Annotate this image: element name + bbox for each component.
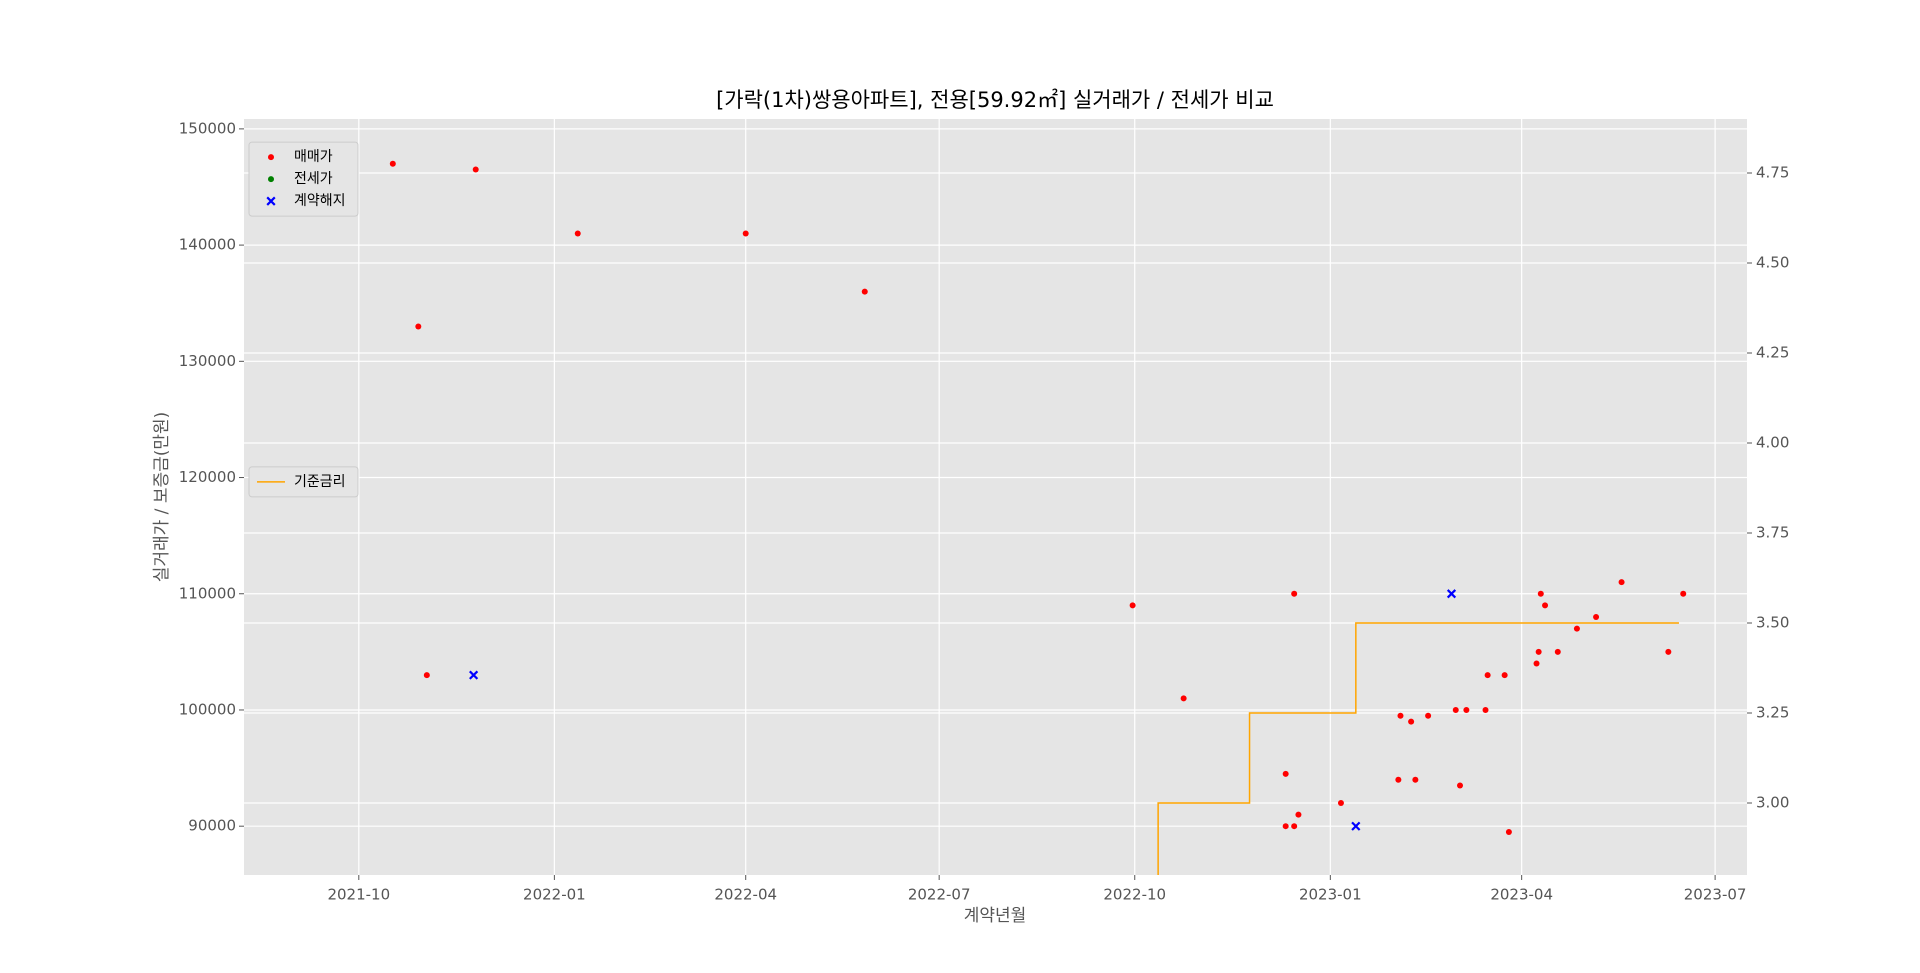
y-tick-label: 110000 — [179, 584, 236, 602]
dot — [1337, 799, 1344, 806]
x-tick-label: 2021-10 — [327, 886, 390, 904]
dot — [1680, 590, 1687, 597]
x-marker — [469, 670, 479, 680]
dot — [1408, 718, 1415, 725]
dot — [742, 230, 749, 237]
x-marker — [266, 196, 276, 206]
x-marker — [1446, 589, 1457, 599]
y2-tick-label: 3.50 — [1756, 614, 1789, 632]
dot — [268, 176, 274, 183]
dot — [1291, 590, 1298, 597]
dot — [1397, 712, 1404, 719]
dot — [415, 323, 422, 330]
legend-box — [248, 141, 359, 217]
dot — [1425, 712, 1432, 719]
legend-label: 전세가 — [294, 171, 333, 187]
dot — [1282, 770, 1289, 777]
chart-title: [가락(1차)쌍용아파트], 전용[59.92㎡] 실거래가 / 전세가 비교 — [716, 88, 1274, 112]
dot — [1618, 579, 1625, 586]
step-line — [1157, 622, 1679, 875]
dot — [1452, 706, 1459, 713]
x-tick-label: 2023-01 — [1299, 886, 1362, 904]
dot — [389, 160, 396, 167]
y-tick-label: 120000 — [179, 468, 236, 486]
y2-tick-label: 4.25 — [1756, 344, 1789, 362]
x-tick-label: 2022-01 — [523, 886, 586, 904]
legend-label: 계약해지 — [294, 193, 346, 209]
y2-tick-label: 4.50 — [1756, 254, 1789, 272]
dot — [1665, 648, 1672, 655]
dot — [1484, 672, 1491, 679]
x-tick-label: 2022-10 — [1103, 886, 1166, 904]
dot — [1457, 782, 1464, 789]
y-tick-label: 90000 — [188, 817, 236, 835]
x-tick-label: 2022-07 — [908, 886, 971, 904]
dot — [423, 672, 430, 679]
dot — [1463, 706, 1470, 713]
dot — [1412, 776, 1419, 783]
x-tick-label: 2022-04 — [714, 886, 777, 904]
y-axis-label: 실거래가 / 보증금(만원) — [152, 412, 172, 583]
dot — [1180, 695, 1187, 702]
dot — [1554, 648, 1561, 655]
dot — [861, 288, 868, 295]
y2-tick-label: 3.25 — [1756, 704, 1789, 722]
y2-tick-label: 4.00 — [1756, 434, 1789, 452]
dot — [1395, 776, 1402, 783]
x-marker — [1351, 821, 1361, 831]
y-tick-label: 150000 — [179, 119, 236, 137]
dot — [1533, 660, 1540, 667]
y2-tick-label: 3.00 — [1756, 794, 1789, 812]
y-tick-label: 100000 — [179, 700, 236, 718]
legend-box — [248, 466, 359, 498]
dot — [1505, 828, 1512, 835]
x-tick-label: 2023-07 — [1684, 886, 1747, 904]
dot — [1542, 602, 1549, 609]
y-tick-label: 140000 — [179, 236, 236, 254]
dot — [1535, 648, 1542, 655]
dot — [268, 154, 274, 161]
dot — [1482, 706, 1489, 713]
dot — [1129, 602, 1136, 609]
dot — [574, 230, 581, 237]
legend-label: 기준금리 — [294, 474, 346, 490]
dot — [1593, 613, 1600, 620]
y-tick-label: 130000 — [179, 352, 236, 370]
dot — [1501, 672, 1508, 679]
y2-tick-label: 3.75 — [1756, 524, 1789, 542]
dot — [1573, 625, 1580, 632]
x-tick-label: 2023-04 — [1490, 886, 1553, 904]
dot — [1295, 811, 1302, 818]
x-axis-label: 계약년월 — [964, 906, 1027, 926]
legend-label: 매매가 — [294, 149, 333, 165]
dot — [1537, 590, 1544, 597]
dot — [1282, 823, 1289, 830]
y2-tick-label: 4.75 — [1756, 164, 1789, 182]
dot — [472, 166, 479, 173]
dot — [1291, 823, 1298, 830]
